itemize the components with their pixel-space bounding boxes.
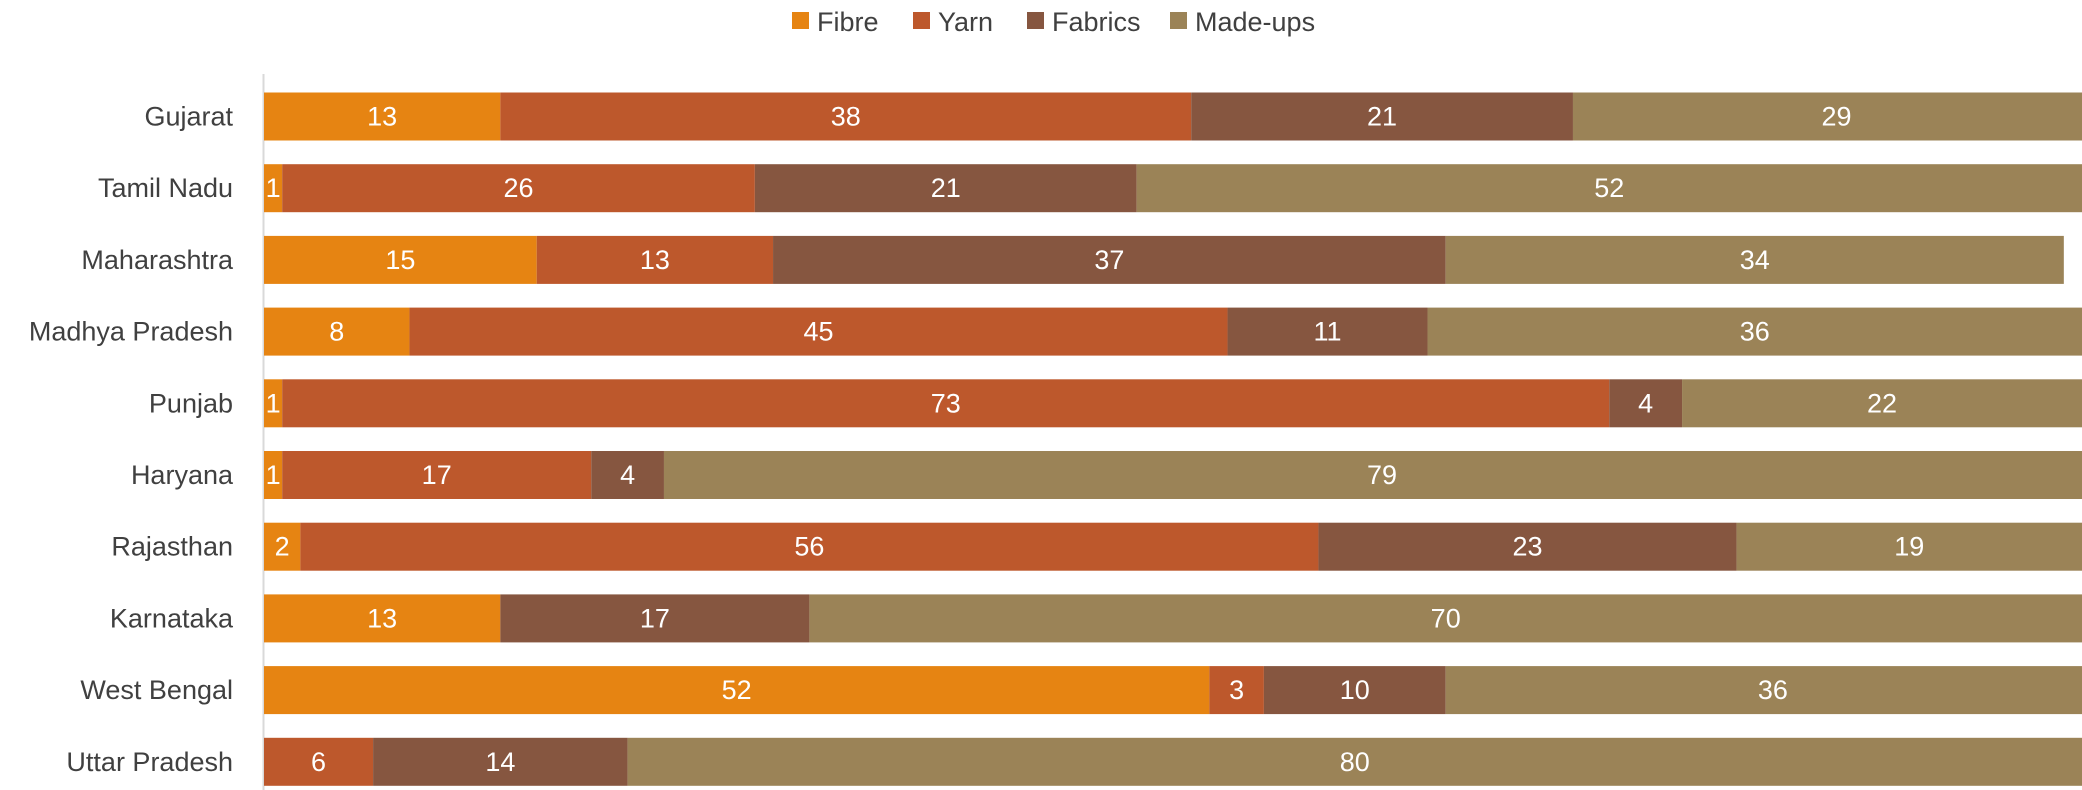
bar-madhya-pradesh-made-ups [1427,307,2082,356]
bar-punjab-fabrics [1609,379,1683,428]
bar-west-bengal-yarn [1209,666,1264,715]
data-label-haryana-made-ups: 79 [1367,460,1397,490]
bar-uttar-pradesh-fabrics [373,737,628,786]
legend: Fibre Yarn Fabrics Made-ups [792,7,1315,37]
data-label-rajasthan-fibre: 2 [275,532,290,562]
bar-tamil-nadu-fabrics [754,164,1137,213]
data-label-uttar-pradesh-fabrics: 14 [485,747,515,777]
category-label-karnataka: Karnataka [110,603,234,633]
data-label-karnataka-fabrics: 17 [640,603,670,633]
bar-haryana-fabrics [591,451,664,499]
data-label-gujarat-fabrics: 21 [1367,102,1397,132]
bar-maharashtra-made-ups [1445,235,2064,284]
category-label-maharashtra: Maharashtra [81,245,234,275]
category-label-tamil-nadu: Tamil Nadu [98,173,233,203]
bar-rajasthan-fabrics [1318,522,1737,571]
bar-gujarat-made-ups [1572,92,2082,141]
bar-madhya-pradesh-yarn [409,307,1228,356]
category-label-rajasthan: Rajasthan [111,532,233,562]
data-label-tamil-nadu-fabrics: 21 [931,173,961,203]
data-label-punjab-fibre: 1 [266,388,281,418]
data-label-gujarat-fibre: 13 [367,102,397,132]
legend-label-fibre: Fibre [817,7,879,37]
bar-uttar-pradesh-made-ups [627,737,2082,786]
data-label-rajasthan-made-ups: 19 [1894,532,1924,562]
data-label-west-bengal-yarn: 3 [1229,675,1244,705]
data-label-west-bengal-made-ups: 36 [1758,675,1788,705]
bar-haryana-made-ups [663,451,2082,499]
category-label-gujarat: Gujarat [144,102,233,132]
bar-west-bengal-fibre [264,666,1210,715]
bar-gujarat-fibre [264,92,501,141]
bar-madhya-pradesh-fibre [264,307,410,356]
bar-west-bengal-made-ups [1445,666,2082,715]
data-label-punjab-yarn: 73 [931,388,961,418]
data-label-tamil-nadu-yarn: 26 [503,173,533,203]
legend-swatch-yarn [913,12,930,29]
bar-gujarat-yarn [500,92,1192,141]
data-label-gujarat-yarn: 38 [831,102,861,132]
data-label-punjab-made-ups: 22 [1867,388,1897,418]
data-label-gujarat-made-ups: 29 [1822,102,1852,132]
bar-madhya-pradesh-fabrics [1227,307,1428,356]
data-label-west-bengal-fabrics: 10 [1340,675,1370,705]
bar-karnataka-made-ups [809,594,2082,643]
data-label-rajasthan-yarn: 56 [794,532,824,562]
bar-maharashtra-fabrics [773,235,1446,284]
bar-haryana-yarn [282,451,592,499]
legend-swatch-made-ups [1170,12,1187,29]
bar-rajasthan-made-ups [1736,522,2082,571]
bar-tamil-nadu-fibre [264,164,283,213]
legend-swatch-fibre [792,12,809,29]
bar-tamil-nadu-yarn [282,164,755,213]
data-label-karnataka-made-ups: 70 [1431,603,1461,633]
bar-karnataka-fibre [264,594,501,643]
data-label-west-bengal-fibre: 52 [722,675,752,705]
data-label-haryana-fabrics: 4 [620,460,635,490]
data-label-haryana-yarn: 17 [422,460,452,490]
bar-punjab-yarn [282,379,1610,428]
bar-gujarat-fabrics [1191,92,1573,141]
bar-rajasthan-yarn [300,522,1319,571]
bar-west-bengal-fabrics [1263,666,1446,715]
data-label-uttar-pradesh-made-ups: 80 [1340,747,1370,777]
category-labels: Gujarat Tamil Nadu Maharashtra Madhya Prade… [29,102,234,777]
data-label-uttar-pradesh-yarn: 6 [311,747,326,777]
bar-maharashtra-fibre [264,235,537,284]
legend-label-yarn: Yarn [938,7,993,37]
data-label-rajasthan-fabrics: 23 [1512,532,1542,562]
data-label-punjab-fabrics: 4 [1638,388,1653,418]
data-label-madhya-pradesh-made-ups: 36 [1740,317,1770,347]
bar-karnataka-fabrics [500,594,810,643]
category-label-madhya-pradesh: Madhya Pradesh [29,317,233,347]
category-label-haryana: Haryana [131,460,234,490]
data-label-karnataka-fibre: 13 [367,603,397,633]
data-label-haryana-fibre: 1 [266,460,281,490]
data-label-maharashtra-yarn: 13 [640,245,670,275]
category-label-punjab: Punjab [149,388,233,418]
bar-uttar-pradesh-yarn [264,737,374,786]
bar-rajasthan-fibre [264,522,301,571]
bar-maharashtra-yarn [536,235,774,284]
bar-punjab-fibre [264,379,283,428]
data-label-madhya-pradesh-fibre: 8 [329,317,344,347]
data-label-tamil-nadu-fibre: 1 [266,173,281,203]
data-label-madhya-pradesh-yarn: 45 [803,317,833,347]
data-label-maharashtra-fabrics: 37 [1094,245,1124,275]
legend-label-fabrics: Fabrics [1052,7,1141,37]
bar-punjab-made-ups [1682,379,2082,428]
data-label-tamil-nadu-made-ups: 52 [1594,173,1624,203]
bar-tamil-nadu-made-ups [1136,164,2082,213]
category-label-uttar-pradesh: Uttar Pradesh [66,747,233,777]
legend-label-made-ups: Made-ups [1195,7,1315,37]
data-label-maharashtra-made-ups: 34 [1740,245,1770,275]
legend-swatch-fabrics [1027,12,1044,29]
data-label-maharashtra-fibre: 15 [385,245,415,275]
data-label-madhya-pradesh-fabrics: 11 [1314,317,1342,347]
category-label-west-bengal: West Bengal [80,675,233,705]
bar-haryana-fibre [264,451,283,499]
